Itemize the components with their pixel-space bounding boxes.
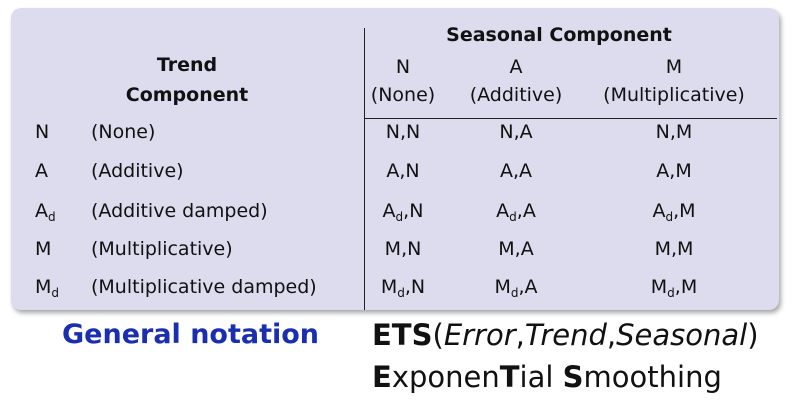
- trend-code: N: [35, 121, 50, 143]
- trend-code: Md: [35, 276, 60, 300]
- table-cell: M,N: [384, 238, 422, 260]
- table-cell: A,A: [499, 160, 533, 182]
- seasonal-col-name: (Multiplicative): [603, 84, 745, 106]
- seasonal-col-name: (None): [370, 84, 436, 106]
- table-cell: N,A: [499, 121, 533, 143]
- trend-title-line2: Component: [125, 84, 249, 106]
- seasonal-component-title: Seasonal Component: [446, 24, 672, 46]
- table-cell: M,A: [498, 238, 534, 260]
- trend-name: (Multiplicative damped): [91, 276, 317, 298]
- seasonal-col-code: M: [665, 56, 683, 78]
- ets-notation: ETS(Error,Trend,Seasonal): [372, 318, 759, 352]
- table-cell: Ad,M: [652, 200, 696, 224]
- trend-code: M: [35, 238, 52, 260]
- seasonal-col-name: (Additive): [469, 84, 563, 106]
- table-cell: M,M: [654, 238, 694, 260]
- ets-expansion: ExponenTial Smoothing: [372, 360, 722, 394]
- table-cell: N,M: [655, 121, 693, 143]
- table-cell: Md,A: [494, 276, 538, 300]
- table-cell: Ad,A: [496, 200, 536, 224]
- general-notation-label: General notation: [62, 319, 320, 350]
- table-cell: Ad,N: [382, 200, 424, 224]
- trend-name: (Additive damped): [91, 200, 268, 222]
- trend-code: A: [35, 160, 48, 182]
- trend-name: (Additive): [91, 160, 184, 182]
- trend-name: (Multiplicative): [91, 238, 233, 260]
- table-cell: A,N: [386, 160, 420, 182]
- trend-code: Ad: [35, 200, 56, 224]
- trend-name: (None): [91, 121, 156, 143]
- table-cell: Md,M: [650, 276, 698, 300]
- seasonal-col-code: A: [509, 56, 523, 78]
- table-cell: A,M: [656, 160, 692, 182]
- table-cell: N,N: [385, 121, 421, 143]
- table-cell: Md,N: [380, 276, 426, 300]
- ets-table-panel: [11, 8, 779, 310]
- header-underline: [364, 118, 777, 119]
- seasonal-col-code: N: [395, 56, 411, 78]
- trend-title-line1: Trend: [156, 54, 218, 76]
- column-divider: [364, 28, 365, 310]
